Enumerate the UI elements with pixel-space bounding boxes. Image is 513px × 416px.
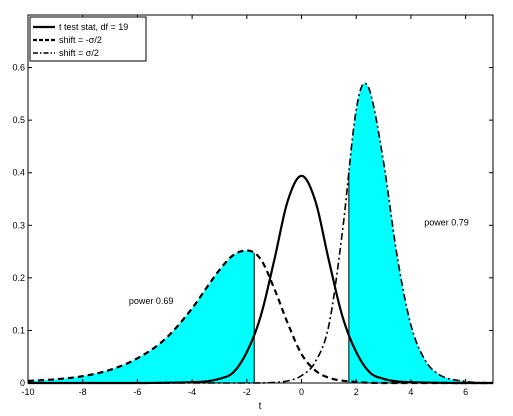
y-axis-ticks: 0 0.1 0.2 0.3 0.4 0.5 0.6: [12, 63, 493, 388]
power-annotation: power 0.79: [424, 217, 469, 227]
x-tick-label: -4: [188, 387, 196, 397]
y-tick-label: 0.6: [12, 63, 25, 73]
left-power-fill: [28, 250, 255, 383]
legend-box: [29, 16, 147, 62]
x-tick-label: -2: [243, 387, 251, 397]
y-tick-label: 0.2: [12, 273, 25, 283]
x-tick-label: 6: [463, 387, 468, 397]
power-annotation: power 0.69: [129, 296, 174, 306]
y-tick-label: 0.5: [12, 115, 25, 125]
legend-label: shift = -σ/2: [59, 35, 102, 45]
y-tick-label: 0.4: [12, 168, 25, 178]
plot-frame: [27, 14, 494, 384]
x-tick-label: 0: [299, 387, 304, 397]
x-tick-label: 4: [408, 387, 413, 397]
critical-value-lines: [253, 172, 350, 383]
y-tick-label: 0.3: [12, 220, 25, 230]
x-axis-label: t: [259, 401, 262, 412]
x-tick-label: -8: [79, 387, 87, 397]
x-tick-label: 2: [354, 387, 359, 397]
y-tick-label: 0.1: [12, 325, 25, 335]
legend-label: shift = σ/2: [59, 48, 99, 58]
power-fill-regions: [28, 83, 493, 384]
x-tick-label: -6: [133, 387, 141, 397]
y-tick-label: 0: [20, 378, 25, 388]
x-tick-label: -10: [21, 387, 34, 397]
annotation-group: power 0.69 power 0.79: [129, 217, 469, 306]
right-power-fill: [348, 83, 493, 384]
legend-label: t test stat, df = 19: [59, 22, 128, 32]
legend: t test stat, df = 19 shift = -σ/2 shift = …: [29, 16, 147, 62]
